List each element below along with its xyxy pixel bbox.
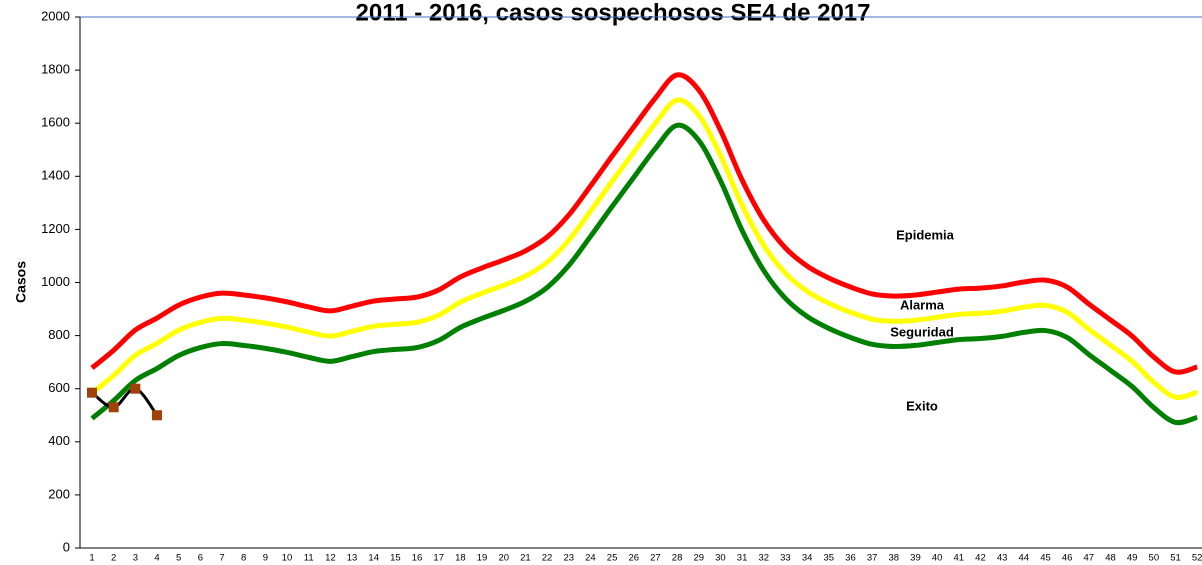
x-tick-label: 17 [433,553,444,564]
x-tick-label: 26 [628,553,639,564]
y-tick-label: 1800 [41,62,70,77]
x-tick-label: 22 [542,553,553,564]
x-tick-label: 2 [111,553,116,564]
x-tick-label: 38 [889,553,900,564]
y-tick-label: 0 [63,539,70,554]
x-tick-label: 19 [477,553,488,564]
zone-label: Epidemia [896,227,955,242]
x-tick-label: 43 [997,553,1008,564]
x-tick-label: 47 [1084,553,1095,564]
x-tick-label: 10 [282,553,293,564]
x-tick-label: 16 [412,553,423,564]
x-tick-label: 34 [802,553,813,564]
y-tick-label: 400 [48,433,70,448]
x-tick-label: 51 [1170,553,1181,564]
x-tick-label: 35 [823,553,834,564]
x-tick-label: 15 [390,553,401,564]
x-tick-label: 18 [455,553,466,564]
point-marker [108,402,119,413]
x-tick-label: 45 [1040,553,1051,564]
x-tick-label: 28 [672,553,683,564]
y-axis-label: Casos [13,261,29,303]
x-tick-label: 46 [1062,553,1073,564]
y-tick-label: 2000 [41,8,70,23]
chart-title: 2011 - 2016, casos sospechosos SE4 de 20… [356,0,871,26]
x-tick-label: 44 [1019,553,1030,564]
x-tick-label: 11 [304,553,314,564]
x-tick-label: 23 [563,553,574,564]
zone-label: Exito [906,398,938,413]
x-tick-label: 6 [198,553,203,564]
y-tick-label: 800 [48,327,70,342]
y-tick-label: 1600 [41,115,70,130]
x-tick-label: 9 [263,553,268,564]
x-tick-label: 36 [845,553,856,564]
x-tick-label: 1 [89,553,94,564]
x-tick-label: 37 [867,553,878,564]
x-tick-label: 14 [368,553,379,564]
x-tick-label: 13 [347,553,358,564]
x-tick-label: 25 [607,553,618,564]
x-tick-label: 33 [780,553,791,564]
x-tick-label: 50 [1149,553,1160,564]
x-tick-label: 4 [154,553,159,564]
y-tick-label: 1200 [41,221,70,236]
series-line [90,72,1198,375]
x-tick-label: 27 [650,553,661,564]
x-tick-label: 12 [325,553,336,564]
x-tick-label: 48 [1105,553,1116,564]
y-tick-label: 600 [48,380,70,395]
x-tick-label: 40 [932,553,943,564]
series-line [91,387,159,417]
x-tick-label: 24 [585,553,596,564]
series-line [90,97,1198,400]
x-tick-label: 49 [1127,553,1138,564]
x-tick-label: 7 [219,553,224,564]
x-tick-label: 30 [715,553,726,564]
x-tick-label: 3 [133,553,138,564]
x-tick-label: 20 [498,553,509,564]
point-marker [152,410,163,421]
point-marker [130,383,141,394]
x-tick-label: 29 [693,553,704,564]
zone-label: Alarma [900,297,945,312]
x-tick-label: 5 [176,553,181,564]
y-tick-label: 200 [48,486,70,501]
x-tick-label: 52 [1192,553,1202,564]
x-tick-label: 21 [520,553,531,564]
x-tick-label: 32 [758,553,769,564]
zone-label: Seguridad [890,324,954,339]
x-tick-label: 31 [737,553,748,564]
x-tick-label: 8 [241,553,246,564]
x-tick-label: 39 [910,553,921,564]
x-tick-label: 42 [975,553,986,564]
series-line [90,122,1198,426]
x-tick-label: 41 [954,553,965,564]
y-tick-label: 1000 [41,274,70,289]
point-marker [87,387,97,398]
y-tick-label: 1400 [41,168,70,183]
